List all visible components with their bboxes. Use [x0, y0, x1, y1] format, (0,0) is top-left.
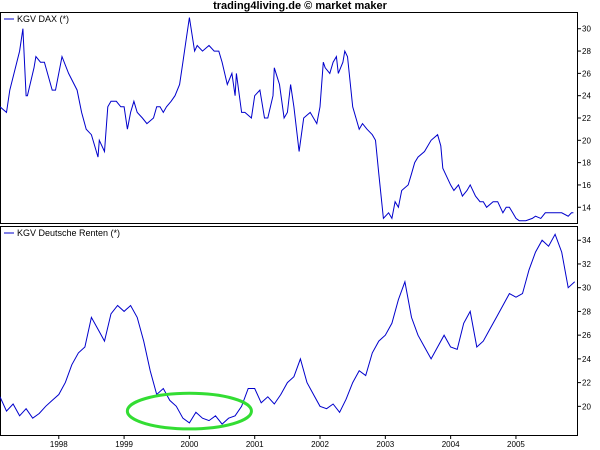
y-tick-label: 30	[582, 25, 591, 34]
x-tick-label: 1999	[115, 440, 133, 449]
x-tick-label: 2004	[442, 440, 460, 449]
y-tick-label: 34	[582, 236, 591, 245]
top-panel: 14 16 18 20 22 24 26 28 30 KGV DAX (*)	[0, 12, 591, 224]
y-tick-label: 30	[582, 284, 591, 293]
y-tick-label: 20	[582, 136, 591, 145]
series-line	[0, 17, 574, 222]
legend-label: KGV Deutsche Renten (*)	[17, 228, 120, 238]
x-tick-label: 1998	[50, 440, 68, 449]
y-tick-label: 18	[582, 159, 591, 168]
y-tick-label: 20	[582, 402, 591, 411]
highlight-ellipse	[125, 391, 253, 431]
y-tick-label: 26	[582, 69, 591, 78]
x-tick-label: 2005	[507, 440, 525, 449]
y-tick-label: 24	[582, 355, 591, 364]
x-tick-label: 2001	[246, 440, 264, 449]
x-tick-label: 2000	[181, 440, 199, 449]
y-tick-label: 32	[582, 260, 591, 269]
x-tick-label: 2003	[376, 440, 394, 449]
plot-frame	[0, 12, 578, 224]
chart-title: trading4living.de © market maker	[213, 0, 387, 12]
y-tick-label: 28	[582, 47, 591, 56]
y-tick-label: 22	[582, 379, 591, 388]
y-tick-label: 16	[582, 181, 591, 190]
y-tick-label: 28	[582, 307, 591, 316]
bottom-panel: 20 22 24 26 28 30 32 34 1998 1999 2000 2001 2002 2003…	[0, 226, 591, 449]
x-tick-label: 2002	[311, 440, 329, 449]
plot-frame	[0, 226, 578, 436]
y-tick-label: 22	[582, 114, 591, 123]
series-line	[0, 233, 576, 425]
y-tick-label: 24	[582, 92, 591, 101]
legend-label: KGV DAX (*)	[17, 14, 69, 24]
y-tick-label: 14	[582, 203, 591, 212]
y-tick-label: 26	[582, 331, 591, 340]
